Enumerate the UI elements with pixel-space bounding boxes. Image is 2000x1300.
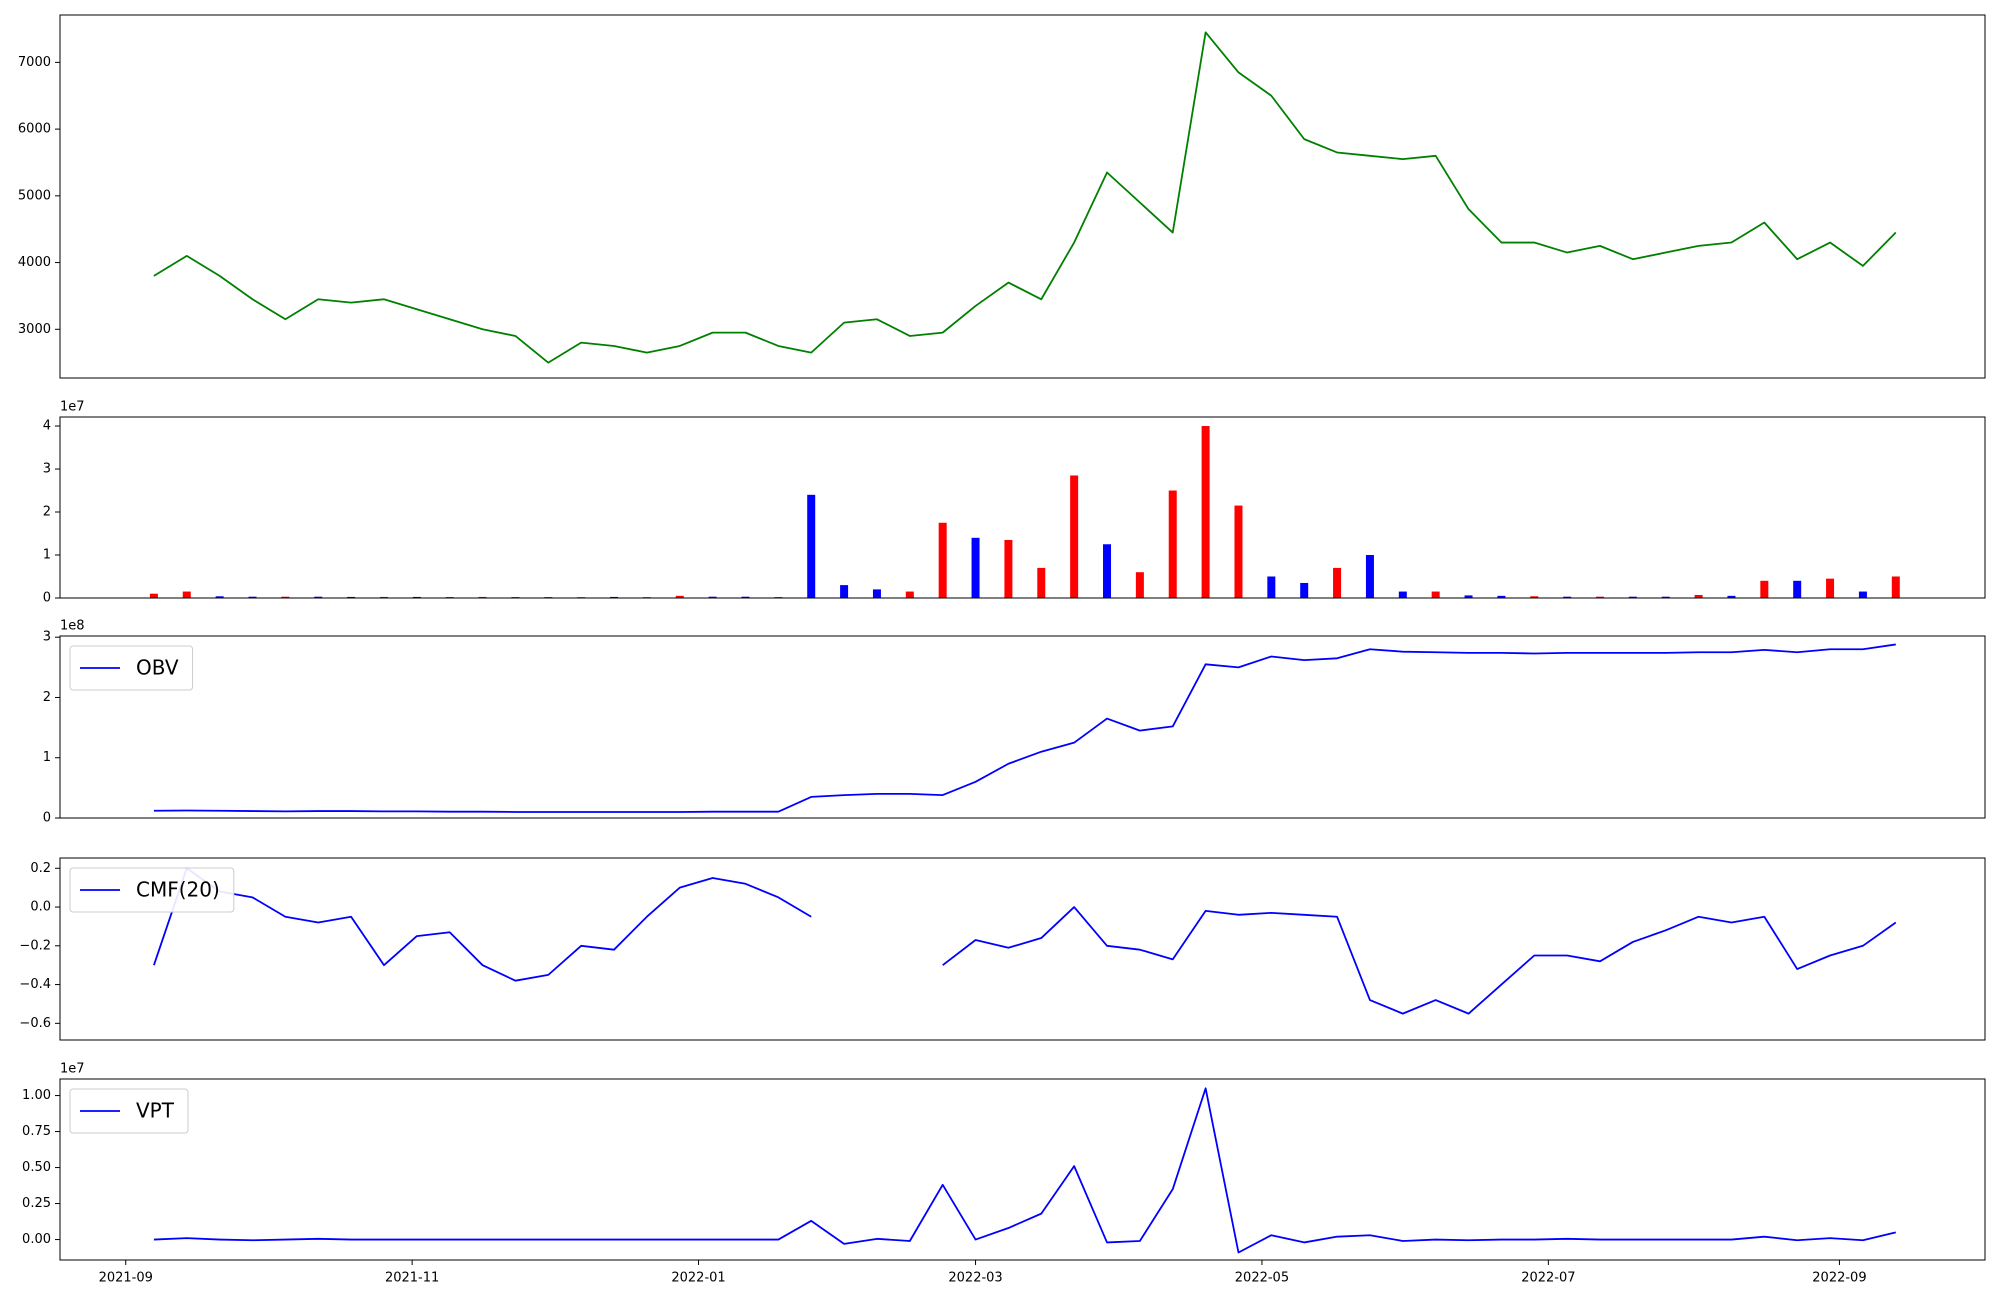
bar <box>1070 475 1079 598</box>
bar <box>610 596 619 598</box>
bar <box>248 596 257 598</box>
y-tick-label: 0.00 <box>22 1232 51 1247</box>
legend-box <box>69 645 194 691</box>
bar <box>215 596 224 598</box>
bar <box>675 595 684 598</box>
y-tick-label: 7000 <box>18 55 51 70</box>
y-tick-label: 0.0 <box>30 900 51 915</box>
x-tick-label: 2021-11 <box>385 1271 439 1286</box>
y-tick-label: −0.6 <box>19 1016 51 1031</box>
line <box>153 1087 1897 1254</box>
bar <box>478 596 487 598</box>
y-tick-label: 3000 <box>18 322 51 337</box>
bar <box>314 596 323 598</box>
axes-frame <box>59 635 1986 819</box>
bar <box>1891 576 1900 598</box>
bar <box>1168 490 1177 598</box>
y-offset-label: 1e7 <box>60 1062 85 1077</box>
bar <box>1431 591 1440 598</box>
bar <box>1826 578 1835 598</box>
y-tick-label: 4 <box>43 419 51 434</box>
bar <box>1793 580 1802 598</box>
x-tick-label: 2022-09 <box>1812 1271 1866 1286</box>
legend-label: OBV <box>136 656 179 680</box>
y-tick-label: 1 <box>43 750 51 765</box>
bar <box>1628 596 1637 598</box>
line <box>153 31 1897 364</box>
bar <box>905 591 914 598</box>
bar <box>1365 555 1374 598</box>
bar <box>1135 572 1144 598</box>
bar <box>840 585 849 598</box>
bar <box>379 596 388 598</box>
bar <box>1464 595 1473 598</box>
y-tick-label: 0.2 <box>30 861 51 876</box>
x-tick-label: 2022-05 <box>1235 1271 1289 1286</box>
y-offset-label: 1e7 <box>60 400 85 415</box>
y-offset-label: 1e8 <box>60 619 85 634</box>
axes-frame <box>59 416 1986 599</box>
legend-label: CMF(20) <box>136 878 220 902</box>
x-tick-label: 2022-07 <box>1521 1271 1575 1286</box>
y-tick-label: 5000 <box>18 188 51 203</box>
y-tick-label: 3 <box>43 462 51 477</box>
legend-box <box>69 1088 189 1134</box>
bar <box>1234 505 1243 598</box>
x-tick-label: 2021-09 <box>99 1271 153 1286</box>
y-tick-label: 1 <box>43 548 51 563</box>
bar <box>1858 591 1867 598</box>
y-tick-label: 3 <box>43 630 51 645</box>
y-tick-label: 0.50 <box>22 1160 51 1175</box>
y-tick-label: 2 <box>43 505 51 520</box>
legend-box <box>69 867 235 913</box>
bar <box>1201 426 1210 598</box>
bar <box>1037 567 1046 598</box>
y-tick-label: −0.4 <box>19 977 51 992</box>
bar <box>281 596 290 598</box>
axes-frame <box>59 857 1986 1041</box>
y-tick-label: 2 <box>43 690 51 705</box>
bar <box>971 537 980 598</box>
bar <box>1497 595 1506 598</box>
line <box>153 643 1896 813</box>
y-tick-label: 0 <box>43 591 51 606</box>
line <box>153 867 1897 1015</box>
y-tick-label: 6000 <box>18 122 51 137</box>
bar <box>1004 539 1013 598</box>
bar <box>741 596 750 598</box>
bar <box>1300 582 1309 598</box>
y-tick-label: −0.2 <box>19 938 51 953</box>
bar <box>1530 596 1539 598</box>
bar <box>1563 596 1572 598</box>
bar <box>1333 567 1342 598</box>
bar <box>1727 595 1736 598</box>
bar <box>1661 596 1670 598</box>
y-tick-label: 0.75 <box>22 1124 51 1139</box>
y-tick-label: 0 <box>43 811 51 826</box>
bar <box>412 596 421 598</box>
x-tick-label: 2022-03 <box>948 1271 1002 1286</box>
axes-frame <box>59 1078 1986 1261</box>
bar <box>182 591 191 598</box>
x-tick-label: 2022-01 <box>671 1271 725 1286</box>
y-tick-label: 1.00 <box>22 1088 51 1103</box>
legend-label: VPT <box>136 1099 175 1123</box>
bar <box>872 589 881 598</box>
y-tick-label: 4000 <box>18 255 51 270</box>
bar <box>938 522 947 598</box>
bar <box>1103 544 1112 598</box>
bar <box>1694 594 1703 598</box>
bar <box>149 593 158 598</box>
bar <box>347 596 356 598</box>
y-tick-label: 0.25 <box>22 1196 51 1211</box>
bar <box>708 596 717 598</box>
bar <box>1398 591 1407 598</box>
bar <box>1267 576 1276 598</box>
bar <box>807 494 816 598</box>
bar <box>1596 596 1604 598</box>
axes-frame <box>59 14 1986 379</box>
bar <box>1760 580 1769 598</box>
